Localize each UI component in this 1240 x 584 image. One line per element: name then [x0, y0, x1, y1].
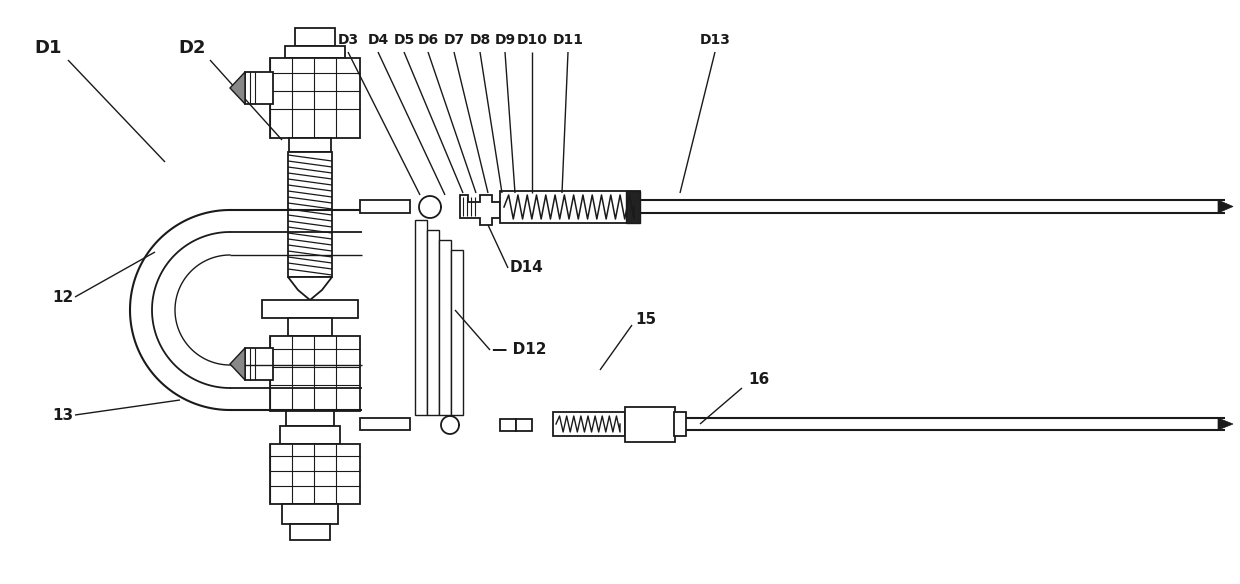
Bar	[270, 336, 360, 411]
Bar	[500, 191, 640, 223]
Text: D4: D4	[367, 33, 388, 47]
Bar	[280, 426, 340, 444]
Polygon shape	[288, 277, 332, 300]
Text: 12: 12	[52, 290, 73, 304]
Bar	[295, 28, 335, 46]
Bar	[270, 58, 360, 138]
Text: D7: D7	[444, 33, 465, 47]
Text: D11: D11	[553, 33, 584, 47]
Bar	[246, 348, 273, 380]
Polygon shape	[1218, 200, 1233, 213]
Text: D13: D13	[699, 33, 730, 47]
Bar	[451, 250, 463, 415]
Text: D8: D8	[470, 33, 491, 47]
Text: D14: D14	[510, 260, 544, 276]
Bar	[427, 230, 439, 415]
Text: 13: 13	[52, 408, 73, 422]
Bar	[285, 46, 345, 58]
Text: D9: D9	[495, 33, 516, 47]
Bar	[360, 418, 410, 430]
Bar	[439, 240, 451, 415]
Bar	[281, 504, 339, 524]
Polygon shape	[1218, 418, 1233, 430]
Bar	[288, 318, 332, 336]
Text: — D12: — D12	[492, 342, 547, 357]
Text: D10: D10	[517, 33, 547, 47]
Text: D5: D5	[393, 33, 414, 47]
Text: 15: 15	[635, 312, 656, 328]
Bar	[246, 72, 273, 104]
Polygon shape	[460, 195, 500, 225]
Bar	[262, 300, 358, 318]
Polygon shape	[229, 72, 246, 104]
Text: D2: D2	[179, 39, 206, 57]
Bar	[286, 411, 334, 426]
Text: D6: D6	[418, 33, 439, 47]
Bar	[626, 191, 640, 223]
Bar	[288, 152, 332, 277]
Bar	[625, 407, 675, 442]
Bar	[415, 220, 427, 415]
Bar	[500, 419, 516, 431]
Bar	[553, 412, 625, 436]
Bar	[675, 412, 686, 436]
Bar	[360, 200, 410, 213]
Text: D3: D3	[337, 33, 358, 47]
Polygon shape	[229, 348, 246, 380]
Bar	[290, 524, 330, 540]
Bar	[270, 444, 360, 504]
Text: 16: 16	[748, 373, 769, 388]
Bar	[289, 138, 331, 152]
Bar	[516, 419, 532, 431]
Text: D1: D1	[35, 39, 62, 57]
